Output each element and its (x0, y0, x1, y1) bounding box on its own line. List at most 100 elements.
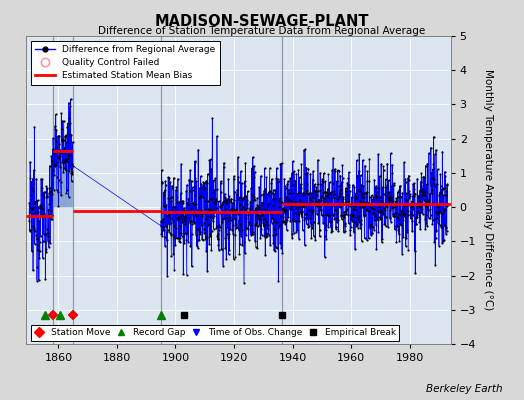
Point (373, 194, 381, 200)
Point (319, 212, 328, 218)
Point (341, 208, 350, 215)
Point (160, 189, 168, 195)
Point (310, 219, 318, 225)
Point (260, 165, 269, 171)
Point (380, 204, 388, 211)
Point (199, 237, 207, 243)
Point (292, 204, 301, 210)
Point (339, 198, 347, 205)
Point (413, 208, 422, 214)
Point (311, 237, 320, 243)
Point (365, 156, 374, 162)
Point (443, 182, 451, 188)
Point (241, 183, 249, 189)
Point (185, 218, 194, 225)
Point (409, 206, 418, 212)
Point (182, 237, 191, 243)
Point (428, 190, 436, 196)
Point (60, 158, 69, 165)
Point (340, 229, 348, 236)
Point (425, 150, 433, 156)
Point (266, 165, 274, 171)
Point (346, 227, 355, 233)
Point (334, 192, 343, 199)
Point (381, 223, 390, 230)
Point (438, 186, 446, 192)
Point (49, 146, 58, 152)
Point (294, 188, 303, 195)
Point (59, 118, 68, 124)
Point (249, 194, 258, 200)
Point (325, 218, 333, 224)
Point (68, 139, 77, 145)
Point (341, 221, 350, 227)
Point (401, 176, 409, 182)
Point (233, 187, 242, 193)
Point (406, 211, 414, 217)
Point (443, 228, 451, 234)
Point (234, 196, 243, 202)
Point (305, 223, 313, 230)
Point (287, 190, 295, 196)
Point (258, 200, 267, 206)
Point (52, 127, 61, 133)
Point (263, 191, 271, 198)
Point (26, 174, 35, 181)
Point (303, 186, 311, 193)
Point (390, 181, 398, 188)
Point (223, 224, 232, 230)
Point (220, 215, 228, 221)
Point (291, 218, 299, 225)
Point (238, 242, 246, 249)
Point (386, 215, 394, 222)
Point (326, 224, 335, 230)
Point (61, 133, 69, 139)
Point (286, 206, 294, 212)
Point (261, 252, 269, 258)
Point (271, 196, 279, 202)
Point (310, 182, 319, 189)
Point (187, 217, 195, 224)
Point (274, 210, 282, 216)
Point (380, 212, 389, 219)
Point (293, 206, 301, 212)
Point (39, 192, 48, 198)
Point (32, 235, 41, 242)
Point (205, 196, 214, 202)
Point (163, 213, 172, 219)
Point (342, 199, 350, 206)
Point (417, 183, 425, 189)
Point (174, 214, 182, 220)
Point (219, 216, 227, 222)
Point (196, 231, 204, 237)
Point (322, 192, 330, 199)
Point (209, 218, 217, 224)
Point (271, 244, 280, 251)
Point (259, 191, 267, 197)
Point (335, 183, 343, 189)
Point (219, 199, 227, 205)
Point (42, 246, 50, 252)
Point (275, 197, 283, 204)
Point (168, 218, 177, 224)
Point (30, 200, 38, 206)
Point (48, 212, 56, 218)
Point (320, 198, 328, 205)
Point (413, 214, 422, 220)
Point (226, 214, 234, 220)
Point (41, 276, 50, 282)
Point (196, 228, 204, 235)
Point (191, 159, 200, 165)
Point (375, 209, 384, 215)
Point (283, 196, 291, 203)
Point (245, 220, 254, 227)
Point (352, 222, 361, 229)
Point (354, 224, 362, 231)
Point (340, 208, 348, 215)
Point (49, 187, 58, 193)
Point (255, 222, 264, 228)
Point (417, 170, 425, 176)
Point (39, 255, 47, 261)
Point (57, 192, 66, 199)
Point (377, 161, 385, 167)
